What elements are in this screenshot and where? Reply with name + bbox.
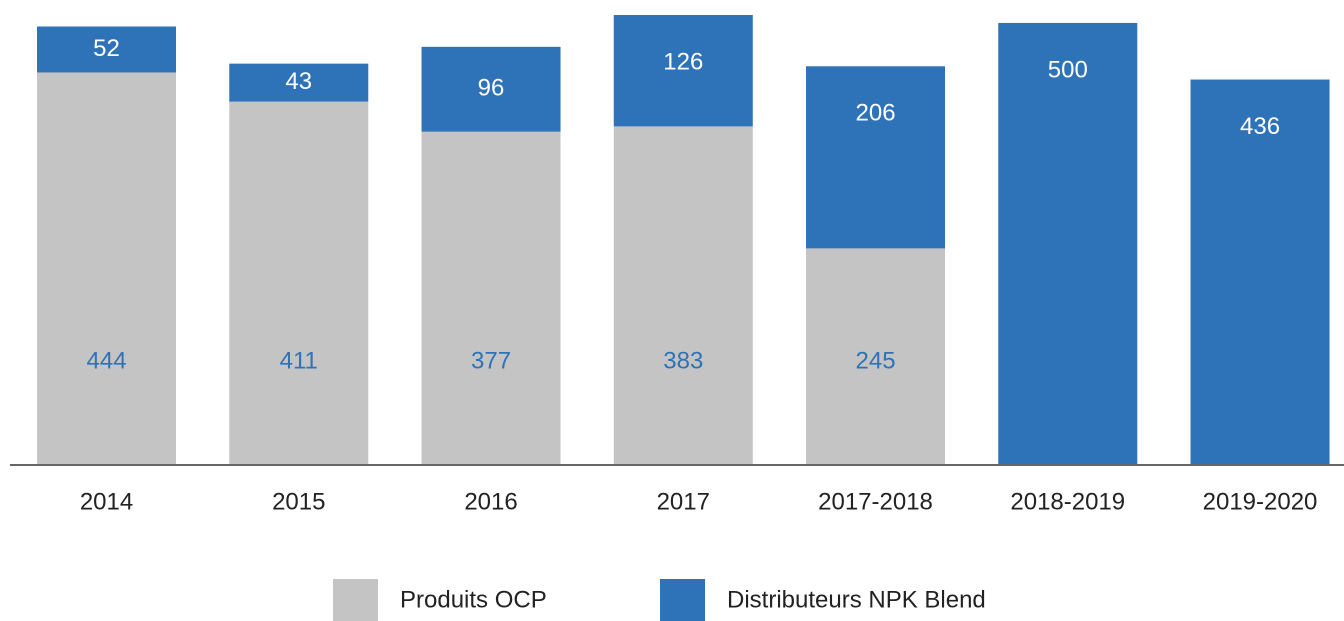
x-tick-label: 2019-2020 bbox=[1203, 488, 1318, 515]
value-label: 500 bbox=[1048, 56, 1088, 83]
value-label: 43 bbox=[285, 68, 312, 95]
legend-swatch bbox=[333, 579, 378, 621]
x-tick-label: 2017 bbox=[657, 488, 710, 515]
bar-segment bbox=[421, 46, 561, 132]
value-label: 444 bbox=[87, 347, 127, 374]
bar-segment bbox=[998, 22, 1138, 465]
bar-segment bbox=[613, 15, 753, 127]
value-label: 377 bbox=[471, 347, 511, 374]
x-tick-label: 2018-2019 bbox=[1010, 488, 1125, 515]
x-tick-label: 2015 bbox=[272, 488, 325, 515]
legend-label: Distributeurs NPK Blend bbox=[727, 586, 986, 613]
bar-segment bbox=[806, 248, 946, 465]
value-label: 126 bbox=[663, 48, 703, 75]
legend-label: Produits OCP bbox=[400, 586, 547, 613]
value-label: 206 bbox=[856, 100, 896, 127]
bar-segment bbox=[229, 101, 369, 465]
bar-segment bbox=[37, 72, 177, 465]
legend-swatch bbox=[660, 579, 705, 621]
value-label: 411 bbox=[280, 347, 318, 374]
value-label: 96 bbox=[478, 75, 505, 102]
bar-segment bbox=[613, 126, 753, 465]
bar-segment bbox=[806, 66, 946, 249]
value-label: 245 bbox=[856, 347, 896, 374]
value-label: 436 bbox=[1240, 113, 1280, 140]
value-label: 52 bbox=[93, 35, 120, 62]
bar-segment bbox=[37, 26, 177, 73]
value-label: 383 bbox=[663, 347, 703, 374]
x-tick-label: 2016 bbox=[464, 488, 517, 515]
bar-segment bbox=[229, 63, 369, 102]
x-tick-label: 2014 bbox=[80, 488, 133, 515]
bar-segment bbox=[1190, 79, 1330, 466]
x-tick-label: 2017-2018 bbox=[818, 488, 933, 515]
bar-segment bbox=[421, 131, 561, 466]
